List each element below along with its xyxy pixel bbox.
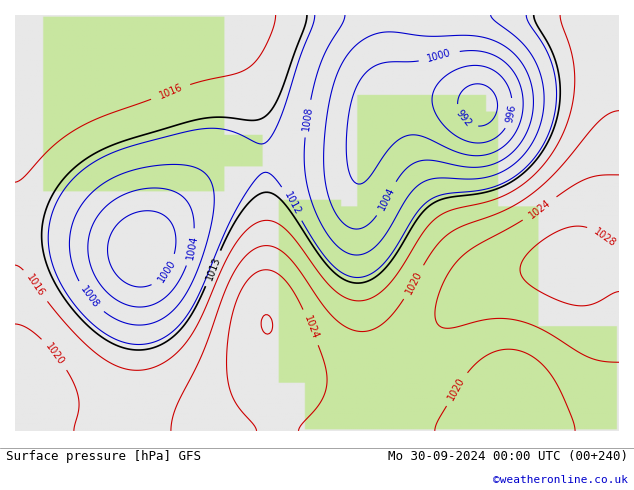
Text: 1020: 1020: [404, 269, 424, 295]
Text: 1012: 1012: [281, 191, 302, 217]
Text: 1024: 1024: [527, 197, 553, 220]
Text: 996: 996: [505, 103, 518, 123]
Text: 1008: 1008: [79, 285, 101, 310]
Text: 1013: 1013: [204, 255, 222, 282]
Text: Surface pressure [hPa] GFS: Surface pressure [hPa] GFS: [6, 450, 202, 463]
Text: 1004: 1004: [184, 234, 199, 260]
Text: Mo 30-09-2024 00:00 UTC (00+240): Mo 30-09-2024 00:00 UTC (00+240): [387, 450, 628, 463]
Text: 1016: 1016: [25, 272, 47, 298]
Text: 1020: 1020: [44, 341, 67, 367]
Text: 1024: 1024: [302, 314, 320, 341]
Text: 1000: 1000: [156, 258, 178, 285]
Text: 1008: 1008: [301, 106, 314, 131]
Text: 1004: 1004: [377, 186, 397, 212]
Text: 992: 992: [454, 108, 473, 129]
Text: 1028: 1028: [592, 227, 618, 249]
Text: 1020: 1020: [446, 376, 467, 402]
Text: 1000: 1000: [426, 48, 453, 64]
Text: 1016: 1016: [157, 82, 184, 101]
Text: ©weatheronline.co.uk: ©weatheronline.co.uk: [493, 475, 628, 485]
